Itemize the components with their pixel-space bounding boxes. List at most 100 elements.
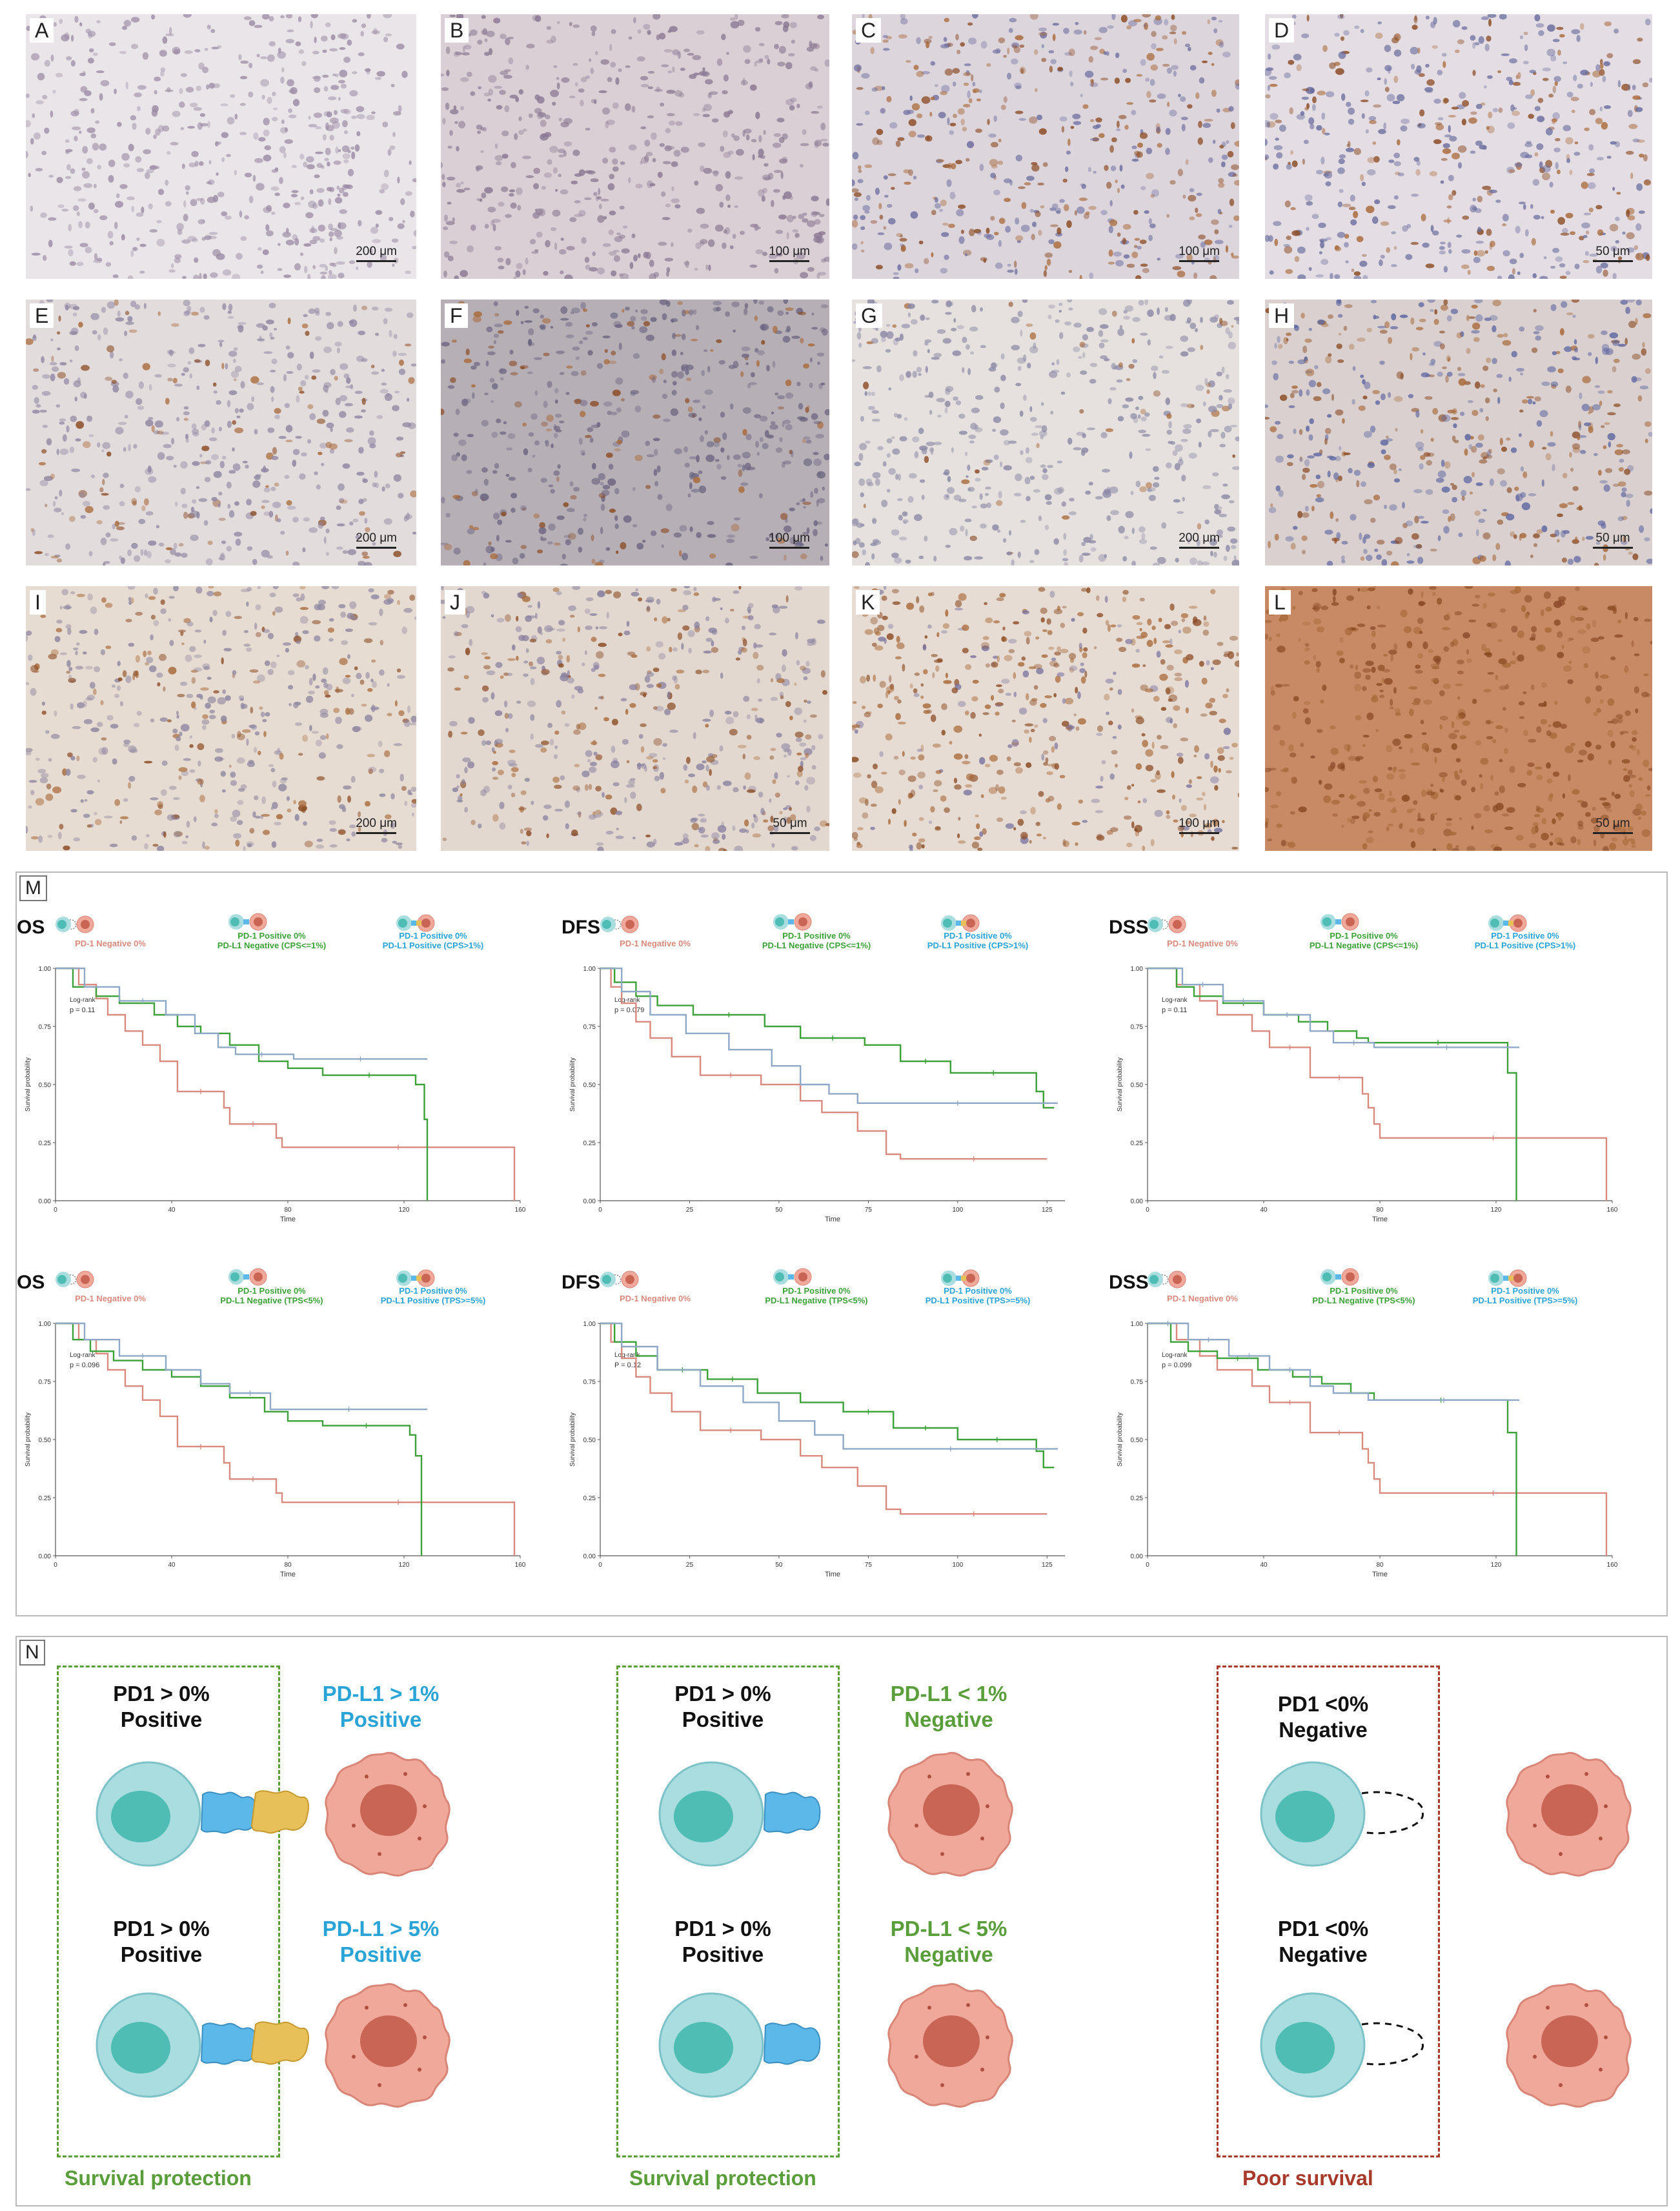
- x-tick-label: 50: [775, 1207, 783, 1214]
- micrograph-texture: [1265, 586, 1652, 851]
- legend-pdl1-negative: PD-1 Positive 0% PD-L1 Negative (CPS<=1%): [762, 931, 871, 950]
- micrograph-label: I: [30, 590, 46, 615]
- y-tick-label: 0.25: [1131, 1140, 1144, 1147]
- x-tick-label: 120: [399, 1207, 410, 1214]
- scale-bar-text: 100 μm: [769, 531, 810, 545]
- x-tick-label: 0: [1146, 1207, 1149, 1214]
- x-tick-label: 160: [1607, 1207, 1618, 1214]
- micrograph-g: G 200 μm: [852, 300, 1239, 565]
- logrank-label: Log-rank: [1162, 1352, 1188, 1359]
- col3-pd1-row2: PD1 <0% Negative: [1277, 1917, 1369, 1966]
- col3-pd1-row1: PD1 <0% Negative: [1277, 1692, 1369, 1742]
- legend-negative: PD-1 Negative 0%: [75, 939, 146, 948]
- x-tick-label: 40: [168, 1562, 176, 1569]
- y-tick-label: 0.75: [583, 1024, 596, 1031]
- scale-bar-text: 50 μm: [1595, 817, 1630, 830]
- scale-bar: 200 μm: [356, 817, 397, 834]
- p-value-label: P = 0.12: [614, 1361, 641, 1369]
- y-tick-label: 0.75: [583, 1379, 596, 1386]
- x-tick-label: 160: [515, 1562, 526, 1569]
- scale-bar-text: 200 μm: [356, 817, 397, 830]
- micrograph-texture: [852, 300, 1239, 565]
- y-tick-label: 0.00: [583, 1553, 596, 1560]
- y-tick-label: 0.25: [583, 1495, 596, 1502]
- km-series-blue: [600, 967, 1058, 1104]
- scale-bar-text: 100 μm: [1179, 245, 1220, 258]
- x-tick-label: 120: [399, 1562, 410, 1569]
- micrograph-k: K 100 μm: [852, 586, 1239, 851]
- scale-bar-line: [1179, 832, 1220, 834]
- logrank-label: Log-rank: [70, 1352, 96, 1359]
- micrograph-texture: [441, 586, 829, 851]
- legend-icons: [1148, 913, 1527, 933]
- x-tick-label: 100: [953, 1562, 964, 1569]
- legend-icons: [600, 913, 980, 933]
- col3-footer: Poor survival: [1242, 2166, 1373, 2190]
- scale-bar-line: [1593, 260, 1633, 262]
- km-series-green: [600, 1322, 1055, 1469]
- legend-pdl1-positive: PD-1 Positive 0% PD-L1 Positive (CPS>1%): [927, 931, 1029, 950]
- y-tick-label: 0.50: [583, 1437, 596, 1444]
- y-tick-label: 0.50: [1131, 1082, 1144, 1089]
- y-tick-label: 0.75: [39, 1379, 52, 1386]
- km-series-red: [1148, 967, 1608, 1201]
- p-value-label: p = 0.079: [614, 1006, 644, 1014]
- y-tick-label: 0.25: [39, 1140, 52, 1147]
- x-tick-label: 75: [865, 1207, 873, 1214]
- km-series-green: [600, 967, 1055, 1109]
- y-tick-label: 0.00: [1131, 1553, 1144, 1560]
- legend-pdl1-negative: PD-1 Positive 0% PD-L1 Negative (CPS<=1%): [1309, 931, 1419, 950]
- scale-bar: 50 μm: [1593, 817, 1633, 834]
- x-axis-label: Time: [1372, 1571, 1388, 1578]
- legend-pdl1-negative: PD-1 Positive 0% PD-L1 Negative (TPS<5%): [1312, 1286, 1415, 1305]
- km-title: DFS: [562, 917, 600, 938]
- km-plot-os-tps: OS PD-1 Negative 0% PD-1 Positive 0% PD-L1 …: [17, 1265, 559, 1614]
- col1-pd1-row2: PD1 > 0% Positive: [113, 1917, 210, 1966]
- col3-dashed-box: [1217, 1666, 1440, 2157]
- scale-bar-line: [1179, 260, 1220, 262]
- scale-bar: 100 μm: [769, 245, 810, 262]
- legend-icons: [56, 1268, 435, 1289]
- km-title: OS: [17, 1272, 45, 1293]
- y-tick-label: 0.75: [1131, 1379, 1144, 1386]
- scale-bar-text: 50 μm: [1595, 531, 1630, 545]
- micrograph-texture: [26, 300, 416, 565]
- y-tick-label: 0.25: [39, 1495, 52, 1502]
- micrograph-label: E: [30, 303, 54, 328]
- legend-pdl1-negative: PD-1 Positive 0% PD-L1 Negative (TPS<5%): [765, 1286, 868, 1305]
- col2-pd1-row1: PD1 > 0% Positive: [674, 1682, 771, 1731]
- x-axis-label: Time: [280, 1216, 296, 1223]
- km-series-blue: [56, 1322, 427, 1411]
- x-tick-label: 25: [686, 1207, 694, 1214]
- panel-n-frame: [15, 1636, 1668, 2206]
- panel-n-label: N: [19, 1640, 45, 1666]
- y-tick-label: 1.00: [583, 966, 596, 973]
- micrograph-texture: [852, 586, 1239, 851]
- scale-bar-line: [356, 832, 397, 834]
- km-plot-os-cps: OS PD-1 Negative 0% PD-1 Positive 0% PD-L1 …: [17, 910, 559, 1259]
- col1-pdl1-row1: PD-L1 > 1% Positive: [322, 1682, 440, 1731]
- x-tick-label: 0: [54, 1562, 57, 1569]
- x-tick-label: 75: [865, 1562, 873, 1569]
- scale-bar-line: [1593, 832, 1633, 834]
- x-tick-label: 80: [284, 1207, 292, 1214]
- col2-pdl1-row1: PD-L1 < 1% Negative: [890, 1682, 1007, 1731]
- micrograph-label: G: [856, 303, 882, 328]
- micrograph-c: C 100 μm: [852, 14, 1239, 279]
- y-tick-label: 0.50: [583, 1082, 596, 1089]
- col2-pdl1-row2: PD-L1 < 5% Negative: [890, 1917, 1007, 1966]
- legend-pdl1-positive: PD-1 Positive 0% PD-L1 Positive (TPS>=5%): [1472, 1286, 1578, 1305]
- p-value-label: p = 0.096: [70, 1361, 99, 1369]
- y-tick-label: 0.25: [1131, 1495, 1144, 1502]
- x-tick-label: 0: [598, 1562, 602, 1569]
- y-tick-label: 0.50: [1131, 1437, 1144, 1444]
- x-tick-label: 80: [1376, 1562, 1384, 1569]
- y-tick-label: 0.00: [1131, 1198, 1144, 1205]
- y-tick-label: 1.00: [39, 1321, 52, 1328]
- micrograph-label: J: [445, 590, 465, 615]
- scale-bar-line: [1593, 547, 1633, 549]
- col1-pd1-row1: PD1 > 0% Positive: [113, 1682, 210, 1731]
- micrograph-label: C: [856, 18, 882, 43]
- km-plot-dfs-tps: DFS PD-1 Negative 0% PD-1 Positive 0% PD-L1…: [562, 1265, 1104, 1614]
